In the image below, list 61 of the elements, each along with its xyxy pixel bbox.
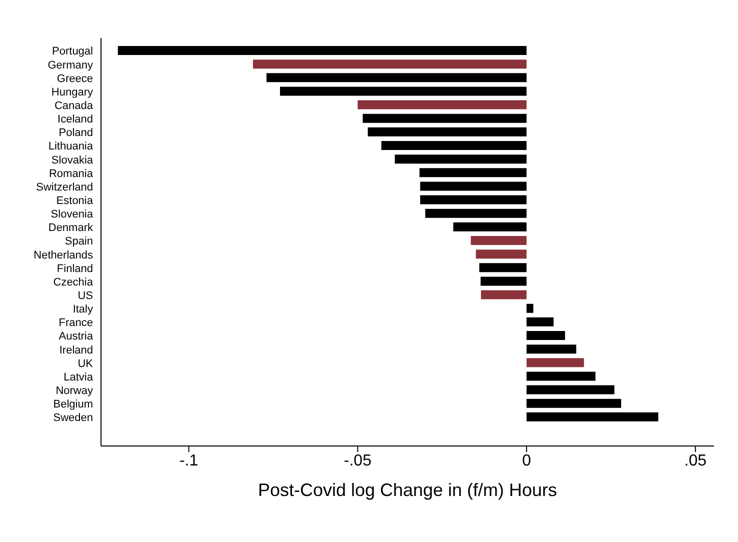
y-tick-label: Germany bbox=[48, 59, 94, 72]
bar bbox=[526, 412, 658, 422]
y-tick-label: Switzerland bbox=[36, 181, 93, 194]
y-tick-label: US bbox=[78, 290, 93, 302]
bar bbox=[526, 331, 566, 340]
y-tick-label: Italy bbox=[72, 304, 94, 316]
bar bbox=[358, 100, 527, 110]
bar bbox=[419, 168, 527, 178]
bar bbox=[425, 208, 527, 218]
bar bbox=[420, 195, 527, 204]
bar bbox=[526, 344, 576, 354]
y-tick-label: Denmark bbox=[48, 222, 94, 234]
bar bbox=[526, 358, 584, 368]
x-axis-title: Post-Covid log Change in (f/m) Hours bbox=[258, 480, 558, 500]
bar bbox=[526, 317, 554, 326]
y-tick-label: Austria bbox=[58, 330, 94, 343]
bar bbox=[252, 60, 527, 69]
y-tick-label: Estonia bbox=[56, 194, 94, 207]
y-tick-label: Hungary bbox=[51, 86, 94, 98]
y-tick-label: Romania bbox=[48, 168, 94, 180]
y-tick-label: Poland bbox=[58, 127, 93, 140]
y-tick-label: Canada bbox=[54, 100, 94, 112]
y-tick-label: Finland bbox=[56, 262, 93, 275]
bar bbox=[480, 290, 527, 300]
bar bbox=[526, 372, 596, 381]
y-tick-label: Latvia bbox=[64, 371, 94, 384]
bar bbox=[526, 398, 622, 408]
y-tick-label: France bbox=[58, 317, 93, 330]
y-tick-label: Czechia bbox=[53, 276, 94, 288]
bar bbox=[526, 385, 614, 394]
y-tick-label: UK bbox=[78, 358, 94, 370]
bar bbox=[526, 304, 534, 313]
y-tick-label: Greece bbox=[56, 72, 93, 85]
y-tick-label: Sweden bbox=[53, 412, 93, 424]
x-tick-label: -.05 bbox=[344, 452, 372, 470]
bar bbox=[453, 222, 527, 232]
bar bbox=[394, 154, 527, 164]
y-tick-label: Iceland bbox=[58, 114, 93, 126]
y-tick-label: Slovenia bbox=[50, 208, 94, 221]
bar bbox=[266, 73, 527, 82]
x-tick-label: -.1 bbox=[179, 452, 198, 470]
bar bbox=[280, 86, 527, 96]
bar bbox=[470, 236, 527, 245]
y-tick-label: Portugal bbox=[52, 46, 93, 58]
bar bbox=[368, 127, 527, 136]
y-tick-label: Netherlands bbox=[34, 249, 94, 262]
bar bbox=[480, 276, 527, 286]
bar bbox=[476, 250, 527, 259]
y-tick-label: Belgium bbox=[53, 398, 93, 411]
x-tick-label: .05 bbox=[684, 452, 707, 470]
bar bbox=[381, 141, 527, 150]
y-tick-label: Lithuania bbox=[48, 140, 94, 153]
x-tick-label: 0 bbox=[522, 452, 532, 470]
bar bbox=[420, 182, 527, 191]
bar bbox=[362, 114, 527, 123]
bar bbox=[479, 263, 527, 272]
y-tick-label: Ireland bbox=[59, 344, 93, 356]
y-tick-label: Spain bbox=[64, 236, 93, 248]
y-tick-label: Norway bbox=[56, 384, 94, 397]
bar bbox=[118, 46, 527, 55]
y-tick-label: Slovakia bbox=[51, 154, 94, 166]
